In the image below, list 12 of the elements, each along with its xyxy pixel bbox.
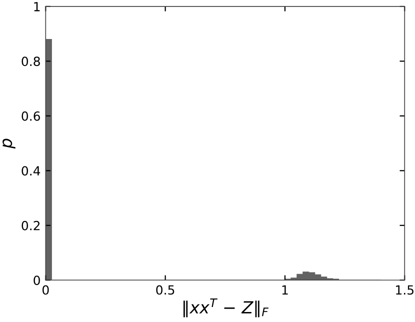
y-tick-label: 0.4	[22, 166, 40, 176]
x-tick-label: 1.5	[396, 285, 414, 295]
y-tick-label: 0	[34, 276, 40, 286]
y-tick-label: 1	[34, 2, 40, 12]
x-tick-label: 1	[282, 285, 288, 294]
y-axis-title: p	[2, 138, 16, 149]
x-tick-label: 0	[42, 285, 49, 295]
y-tick-label: 0.6	[22, 111, 40, 121]
x-tick-label: 0.5	[156, 285, 174, 295]
y-tick-label: 0.2	[22, 220, 40, 230]
x-axis-title: ‖xx$^{T}$ − Z‖$_{F}$	[184, 298, 269, 318]
y-tick-label: 0.8	[22, 56, 40, 66]
